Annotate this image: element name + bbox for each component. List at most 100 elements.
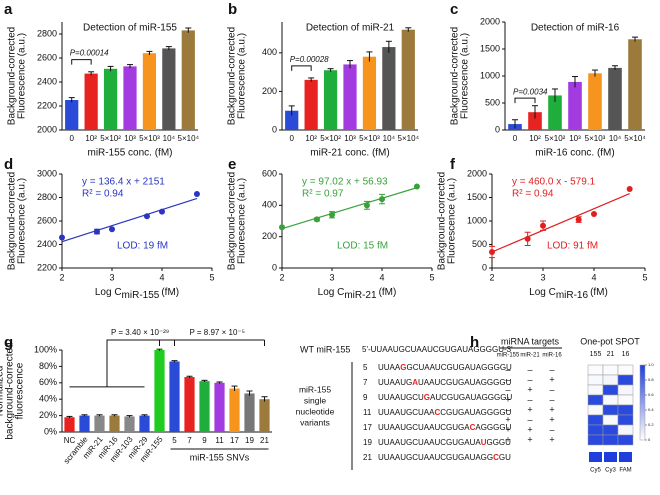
bar — [103, 68, 118, 130]
x-tick-label: 17 — [230, 436, 239, 445]
variants-label: nucleotide — [296, 406, 335, 416]
x-tick-label: 10³ — [124, 134, 136, 143]
panel-letter: b — [228, 1, 237, 18]
y-tick-label: 2000 — [480, 16, 500, 26]
heatmap-cell — [587, 364, 604, 376]
y-tick-label: 500 — [472, 239, 487, 249]
x-tick-label: 5×10³ — [359, 134, 380, 143]
r-squared: R² = 0.97 — [302, 189, 344, 200]
sequence-part: AGGGGU — [475, 423, 511, 432]
error-cap — [489, 245, 495, 259]
panel-letter: h — [470, 334, 479, 351]
x-tick-label: 7 — [187, 436, 192, 445]
bar — [214, 382, 225, 432]
p-value: P=0.00014 — [70, 49, 109, 58]
y-tick-label: 1500 — [480, 43, 500, 53]
y-axis-label: Fluorescence (a.u.) — [17, 178, 28, 264]
table-header: miRNA targets — [501, 336, 560, 346]
table-cell: – — [527, 414, 532, 424]
dye-box — [619, 452, 632, 462]
r-squared: R² = 0.94 — [82, 189, 124, 200]
heatmap-cell — [617, 414, 634, 426]
x-tick-label: 3 — [329, 272, 334, 282]
x-axis-label: miR-21 conc. (fM) — [310, 148, 389, 159]
y-axis-label: Fluorescence (a.u.) — [237, 33, 248, 119]
table-cell: + — [505, 394, 510, 404]
heatmap-cell — [602, 404, 619, 416]
heatmap-cell — [617, 374, 634, 386]
chart-title: Detection of miR-155 — [83, 23, 177, 34]
bar — [64, 417, 75, 432]
y-axis-label: Fluorescence (a.u.) — [17, 33, 28, 119]
point — [279, 224, 285, 231]
colorbar-label: 0.6 — [648, 392, 654, 397]
x-tick-label: 4 — [379, 272, 384, 282]
y-axis-label: background-corrected — [5, 342, 16, 439]
p-value: P=0.00028 — [290, 55, 329, 64]
variant-position: 19 — [363, 438, 372, 447]
variant-position: 9 — [363, 393, 368, 402]
table-cell: – — [527, 394, 532, 404]
fit-line — [491, 193, 630, 253]
y-axis-label: Normalized — [0, 366, 6, 417]
x-tick-label: 5 — [209, 272, 214, 282]
x-tick-label: 5 — [642, 272, 647, 282]
heatmap-cell — [617, 424, 634, 436]
table-cell: – — [549, 364, 554, 374]
table-cell: – — [549, 424, 554, 434]
mutated-base: G — [400, 363, 406, 372]
table-cell: + — [527, 384, 532, 394]
significance-bracket — [69, 339, 160, 388]
bar — [94, 415, 105, 432]
heatmap-cell — [587, 374, 604, 386]
sequence-part: UUAAUGCUAAUCGUGAUAGG — [378, 453, 493, 462]
bar — [528, 112, 542, 130]
x-tick-label: 2 — [59, 272, 64, 282]
bar — [65, 100, 79, 130]
bar — [285, 110, 299, 130]
equation: y = 136.4 x + 2151 — [82, 177, 165, 188]
lod: LOD: 91 fM — [547, 241, 598, 252]
bar — [588, 73, 602, 130]
x-axis-label: Log CmiR-155 (fM) — [95, 287, 179, 301]
x-label-part: (fM) — [590, 287, 608, 298]
dye-label: FAM — [619, 468, 631, 474]
point — [591, 210, 597, 217]
table-cell: + — [505, 414, 510, 424]
group-label: miR-155 SNVs — [190, 452, 250, 462]
table-cell: – — [549, 384, 554, 394]
sequence-part: UUAAUGCUAA — [378, 408, 435, 417]
significance-bracket — [71, 59, 92, 65]
variant-sequence: UUAAGGCUAAUCGUGAUAGGGGU — [378, 363, 512, 372]
table-cell: – — [505, 374, 510, 384]
variant-sequence: UUAAUGAUAAUCGUGAUAGGGGU — [378, 378, 512, 387]
table-cell: – — [527, 364, 532, 374]
x-label-part: (fM) — [379, 287, 397, 298]
heatmap-cell — [617, 434, 634, 446]
bar — [343, 64, 357, 130]
bar — [109, 415, 120, 432]
bar — [84, 73, 98, 130]
sequence-part: UUAAUG — [378, 378, 412, 387]
bar — [184, 377, 195, 432]
y-tick-label: 2400 — [37, 239, 57, 249]
heatmap-cell — [602, 364, 619, 376]
x-tick-label: 11 — [215, 436, 224, 445]
heatmap-cell — [617, 384, 634, 396]
variants-label: single — [304, 395, 326, 405]
x-tick-label: 10² — [529, 134, 541, 143]
chart-title: Detection of miR-21 — [306, 23, 395, 34]
heatmap-cell — [617, 364, 634, 376]
panel-letter: f — [450, 156, 456, 173]
colorbar-label: 0 — [648, 437, 651, 442]
x-tick-label: 3 — [109, 272, 114, 282]
x-tick-label: 0 — [513, 134, 518, 143]
heatmap-cell — [602, 434, 619, 446]
table-cell: + — [505, 434, 510, 444]
x-tick-label: 10² — [85, 134, 97, 143]
y-axis-label: Background-corrected — [227, 172, 238, 270]
table-cell: + — [549, 414, 554, 424]
point — [540, 222, 546, 229]
variant-position: 21 — [363, 453, 372, 462]
